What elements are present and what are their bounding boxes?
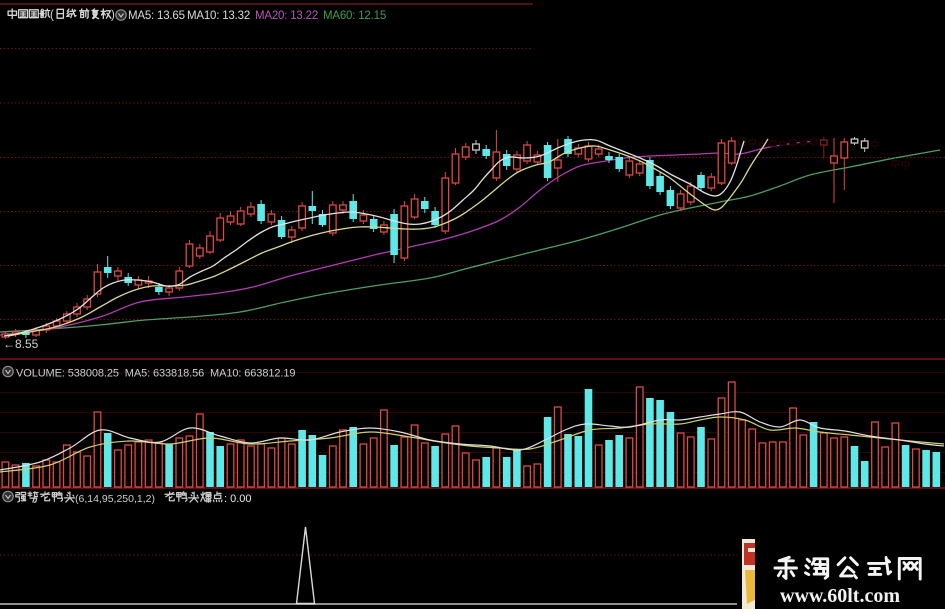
svg-text:←8.55: ←8.55 — [3, 337, 39, 351]
svg-text:(: ( — [50, 10, 54, 22]
svg-text:www.60lt.com: www.60lt.com — [780, 585, 900, 607]
svg-text:): ) — [111, 10, 115, 22]
svg-text:MA60: 12.15: MA60: 12.15 — [323, 10, 386, 22]
svg-text:(6,14,95,250,1,2): (6,14,95,250,1,2) — [75, 493, 155, 505]
svg-text:: 0.00: : 0.00 — [224, 493, 252, 505]
svg-text:MA5: 13.65: MA5: 13.65 — [128, 10, 185, 22]
svg-text:MA20: 13.22: MA20: 13.22 — [255, 10, 318, 22]
svg-text:VOLUME: 538008.25 MA5: 633818: VOLUME: 538008.25 MA5: 633818.56 MA10: 6… — [16, 368, 295, 380]
svg-text:MA10: 13.32: MA10: 13.32 — [187, 10, 250, 22]
